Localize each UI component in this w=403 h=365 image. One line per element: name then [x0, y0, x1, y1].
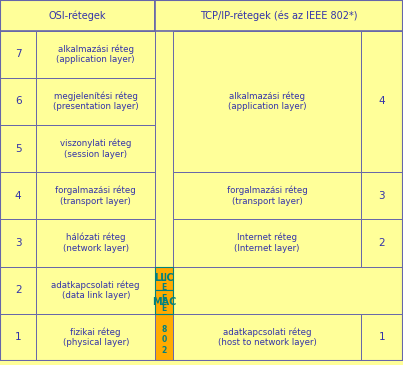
Bar: [36, 314, 155, 361]
Bar: [0, 266, 36, 314]
Bar: [173, 172, 361, 219]
Text: 6: 6: [15, 96, 21, 107]
Text: hálózati réteg
(network layer): hálózati réteg (network layer): [63, 233, 129, 253]
Bar: [0, 125, 36, 172]
Text: adatkapcsolati réteg
(data link layer): adatkapcsolati réteg (data link layer): [52, 280, 140, 300]
Bar: [0, 172, 36, 219]
Bar: [361, 219, 403, 266]
Text: forgalmazási réteg
(transport layer): forgalmazási réteg (transport layer): [55, 186, 136, 206]
Text: 4: 4: [15, 191, 21, 201]
Text: forgalmazási réteg
(transport layer): forgalmazási réteg (transport layer): [226, 186, 307, 206]
Bar: [155, 290, 173, 314]
Bar: [0, 78, 36, 125]
Bar: [361, 31, 403, 172]
Bar: [36, 31, 155, 78]
Bar: [36, 125, 155, 172]
Text: 4: 4: [378, 96, 385, 107]
Text: viszonylati réteg
(session layer): viszonylati réteg (session layer): [60, 139, 131, 158]
Bar: [173, 314, 361, 361]
Text: 3: 3: [378, 191, 385, 201]
Text: 5: 5: [15, 143, 21, 154]
Text: OSI-rétegek: OSI-rétegek: [49, 10, 106, 20]
Text: 2: 2: [378, 238, 385, 248]
Bar: [155, 266, 173, 290]
Bar: [36, 266, 155, 314]
Bar: [0, 219, 36, 266]
Text: adatkapcsolati réteg
(host to network layer): adatkapcsolati réteg (host to network la…: [218, 327, 316, 347]
Text: 1: 1: [15, 332, 21, 342]
Text: alkalmazási réteg
(application layer): alkalmazási réteg (application layer): [56, 44, 135, 64]
Text: 7: 7: [15, 49, 21, 59]
Text: alkalmazási réteg
(application layer): alkalmazási réteg (application layer): [228, 92, 306, 111]
Text: fizikai réteg
(physical layer): fizikai réteg (physical layer): [62, 327, 129, 347]
Bar: [36, 219, 155, 266]
Text: LLC: LLC: [154, 273, 174, 283]
Text: TCP/IP-rétegek (és az IEEE 802*): TCP/IP-rétegek (és az IEEE 802*): [200, 10, 358, 20]
Bar: [36, 172, 155, 219]
Text: I
E
E
E

8
0
2: I E E E 8 0 2: [162, 273, 167, 354]
Text: 3: 3: [15, 238, 21, 248]
Bar: [173, 31, 361, 172]
Text: 1: 1: [378, 332, 385, 342]
Bar: [155, 266, 173, 361]
Bar: [361, 314, 403, 361]
Bar: [155, 0, 403, 31]
Text: 2: 2: [15, 285, 21, 295]
Bar: [36, 78, 155, 125]
Bar: [0, 31, 36, 78]
Text: MAC: MAC: [152, 297, 177, 307]
Bar: [173, 219, 361, 266]
Text: megjelenítési réteg
(presentation layer): megjelenítési réteg (presentation layer): [53, 92, 139, 111]
Bar: [0, 314, 36, 361]
Text: Internet réteg
(Internet layer): Internet réteg (Internet layer): [234, 233, 300, 253]
Bar: [361, 172, 403, 219]
Bar: [0, 0, 155, 31]
